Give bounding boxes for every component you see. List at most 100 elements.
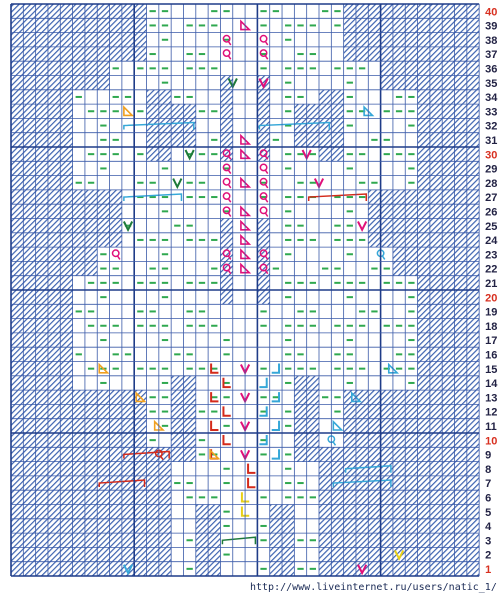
twist-knot-symbol: [259, 163, 268, 172]
left-cross-symbol: [210, 420, 219, 431]
right-cross-symbol: [271, 420, 281, 431]
row-number-label: 22: [485, 264, 497, 276]
triangle-increase-symbol: [332, 419, 344, 431]
left-cross-symbol: [222, 435, 231, 446]
row-number-label: 6: [485, 493, 491, 505]
row-number-label: 8: [485, 464, 491, 476]
right-cross-symbol: [271, 392, 281, 403]
twist-knot-symbol: [259, 149, 268, 158]
right-cross-symbol: [259, 377, 268, 389]
row-number-label: 31: [485, 135, 497, 147]
row-number-column: 1234567891011121314151617181920212223242…: [485, 6, 498, 576]
row-number-label: 26: [485, 207, 497, 219]
triangle-increase-symbol: [135, 391, 147, 403]
right-cross-symbol: [271, 449, 281, 460]
triangle-increase-symbol: [209, 448, 221, 460]
decrease-v-symbol: [394, 549, 405, 561]
cable-bracket-symbol: [307, 193, 368, 202]
row-number-label: 25: [485, 221, 497, 233]
twist-knot-symbol: [259, 34, 268, 43]
row-number-label: 34: [485, 92, 498, 104]
left-cross-symbol: [222, 377, 231, 389]
right-cross-symbol: [271, 363, 281, 374]
cable-bracket-symbol: [221, 536, 257, 545]
left-cross-symbol: [247, 463, 256, 474]
twist-knot-symbol: [111, 249, 120, 258]
twist-knot-symbol: [222, 177, 231, 186]
row-number-label: 10: [485, 435, 497, 447]
twist-knot-symbol: [222, 249, 231, 258]
row-number-label: 9: [485, 450, 491, 462]
decrease-v-symbol: [172, 178, 183, 190]
row-number-label: 28: [485, 178, 497, 190]
twist-knot-symbol: [259, 249, 268, 258]
watermark-url: http://www.liveinternet.ru/users/natic_1…: [250, 582, 497, 593]
twist-knot-symbol: [222, 49, 231, 57]
row-number-label: 35: [485, 78, 497, 90]
cable-bracket-symbol: [123, 193, 183, 202]
decrease-v-symbol: [122, 221, 134, 233]
decrease-v-symbol: [184, 149, 195, 161]
row-number-label: 2: [485, 550, 491, 562]
decrease-v-symbol: [122, 564, 134, 576]
twist-knot-symbol: [222, 163, 231, 172]
row-number-label: 29: [485, 164, 497, 176]
triangle-increase-symbol: [98, 362, 110, 374]
twist-knot-symbol: [222, 206, 231, 215]
decrease-v-symbol: [258, 78, 269, 90]
row-number-label: 7: [485, 478, 491, 490]
row-number-label: 15: [485, 364, 497, 376]
twist-knot-symbol: [222, 149, 231, 158]
row-number-label: 14: [485, 378, 498, 390]
row-number-label: 13: [485, 392, 497, 404]
decrease-v-symbol: [357, 564, 368, 576]
row-number-label: 23: [485, 249, 497, 261]
cable-bracket-symbol: [332, 479, 392, 488]
row-number-label: 12: [485, 407, 497, 419]
watermark-text: http://www.liveinternet.ru/users/natic_1…: [250, 582, 497, 593]
left-cross-symbol: [240, 492, 250, 503]
row-number-label: 37: [485, 49, 497, 61]
row-number-label: 5: [485, 507, 491, 519]
left-cross-symbol: [210, 363, 219, 374]
row-number-label: 30: [485, 149, 497, 161]
twist-knot-symbol: [222, 34, 231, 43]
decrease-v-symbol: [357, 221, 368, 233]
left-cross-symbol: [210, 392, 219, 403]
row-number-label: 32: [485, 121, 497, 133]
row-number-label: 24: [485, 235, 498, 247]
row-number-label: 3: [485, 535, 491, 547]
left-cross-symbol: [222, 406, 231, 417]
twist-knot-symbol: [259, 263, 268, 272]
row-number-label: 39: [485, 21, 497, 33]
row-number-label: 19: [485, 307, 497, 319]
row-number-label: 33: [485, 106, 497, 118]
right-cross-symbol: [259, 435, 268, 446]
row-number-label: 27: [485, 192, 497, 204]
row-number-label: 40: [485, 6, 497, 18]
twist-knot-symbol: [259, 192, 268, 201]
triangle-increase-symbol: [123, 105, 135, 117]
twist-knot-symbol: [259, 177, 268, 186]
twist-knot-symbol: [222, 192, 231, 201]
chart-grid: [10, 3, 480, 577]
row-number-label: 21: [485, 278, 497, 290]
left-cross-symbol: [240, 506, 250, 517]
row-number-label: 17: [485, 335, 497, 347]
row-number-label: 4: [485, 521, 492, 533]
special-stitch-symbols: [98, 19, 405, 576]
right-cross-symbol: [259, 406, 268, 417]
twist-knot-symbol: [222, 263, 231, 272]
row-number-label: 20: [485, 292, 497, 304]
row-number-label: 18: [485, 321, 497, 333]
purl-dash-symbols: [75, 10, 415, 570]
left-cross-symbol: [247, 477, 256, 489]
row-number-label: 11: [485, 421, 497, 433]
twist-knot-symbol: [259, 49, 268, 57]
row-number-label: 36: [485, 64, 497, 76]
row-number-label: 38: [485, 35, 497, 47]
twist-knot-symbol: [259, 206, 268, 215]
row-number-label: 1: [485, 564, 491, 576]
row-number-label: 16: [485, 350, 497, 362]
